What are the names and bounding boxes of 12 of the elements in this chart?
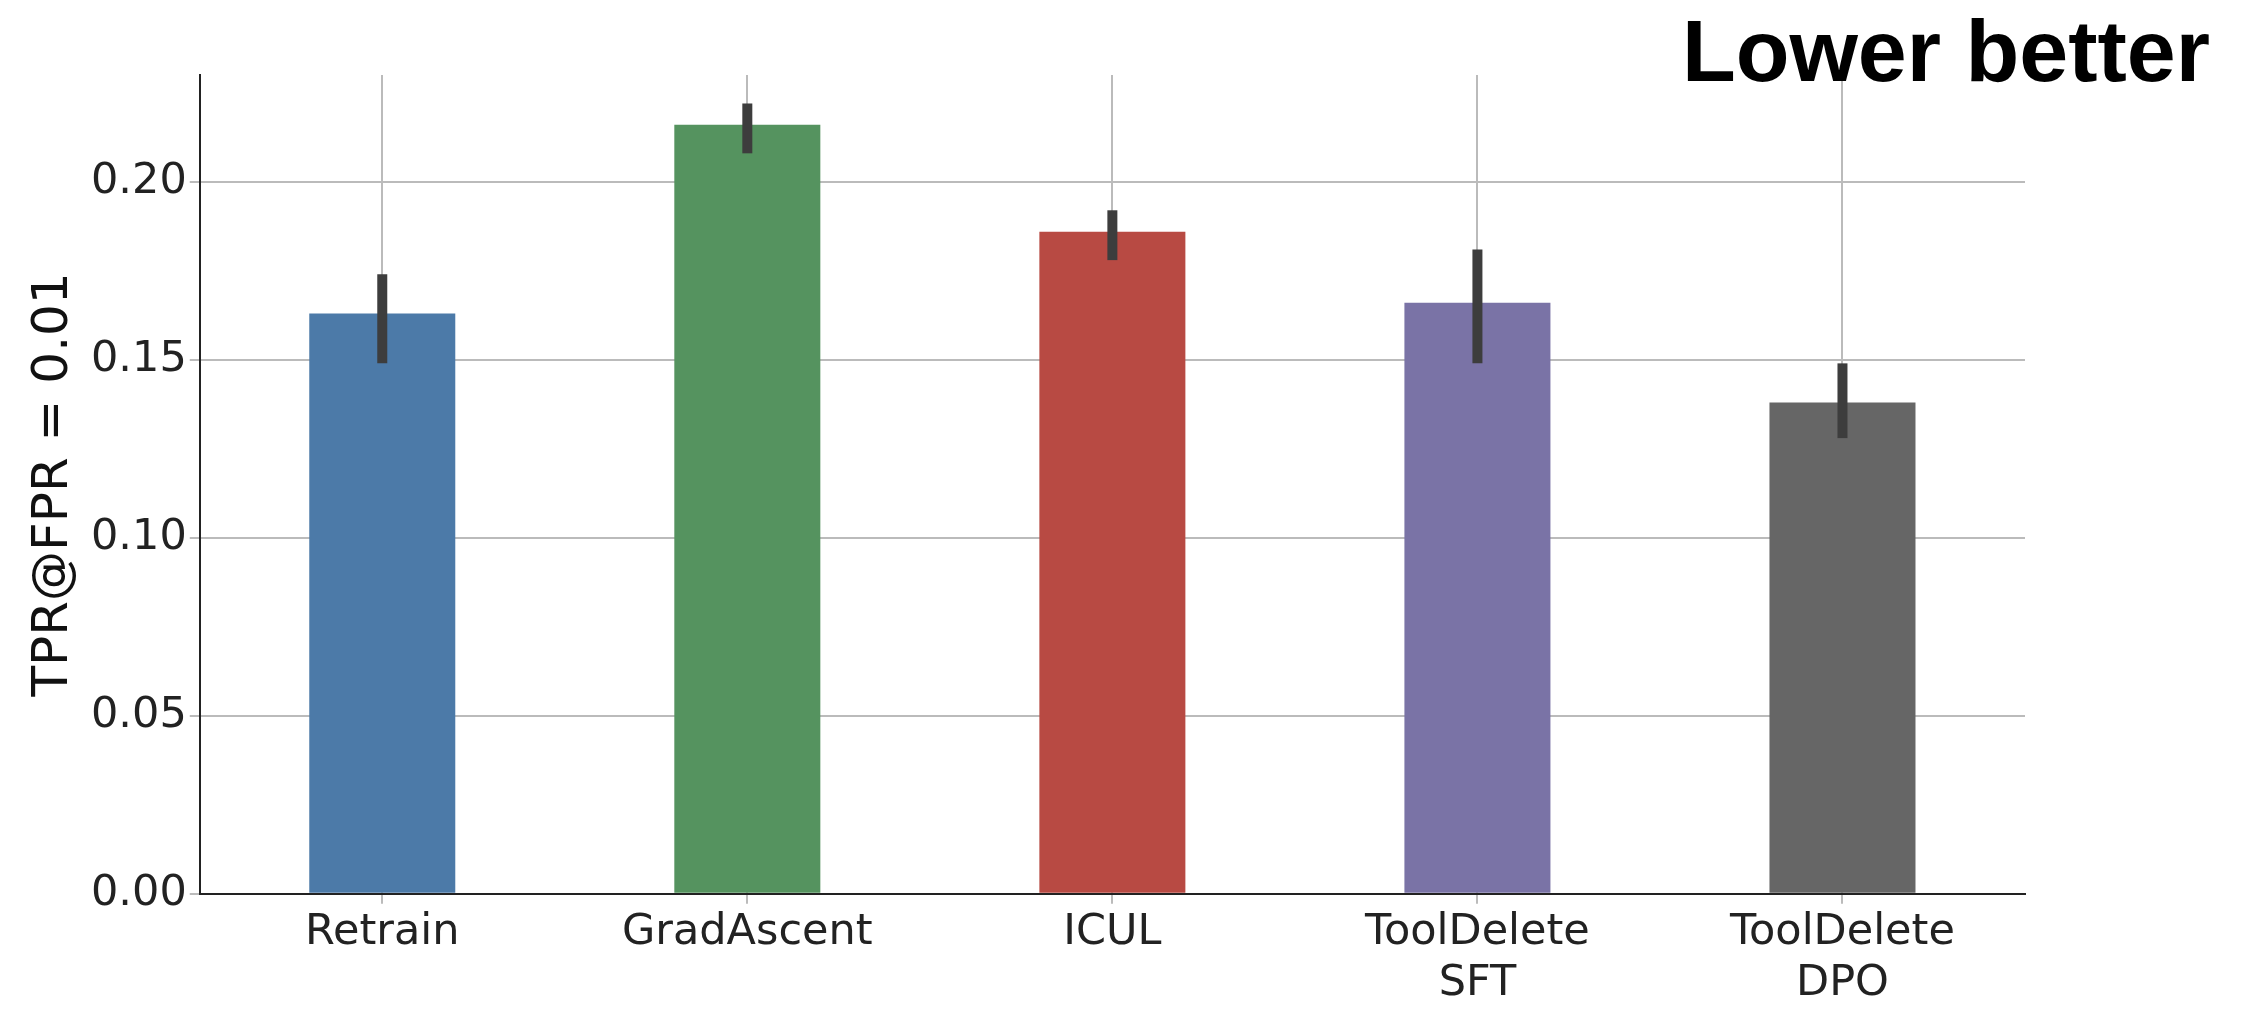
y-axis-title: TPR@FPR = 0.01 xyxy=(20,272,79,698)
y-tick-label: 0.10 xyxy=(90,508,187,559)
y-tick-label: 0.20 xyxy=(90,152,187,203)
x-tick-label: ICUL xyxy=(1063,903,1162,954)
y-tick-label: 0.00 xyxy=(90,864,187,915)
annotation: Lower better xyxy=(1681,0,2210,102)
y-tick-label: 0.15 xyxy=(90,330,187,381)
x-tick-label: Retrain xyxy=(305,903,460,954)
x-tick-label: ToolDelete SFT xyxy=(1364,903,1590,1006)
x-tick-label: GradAscent xyxy=(621,903,873,954)
y-tick-label: 0.05 xyxy=(90,686,187,737)
x-tick-label: ToolDelete DPO xyxy=(1729,903,1955,1006)
